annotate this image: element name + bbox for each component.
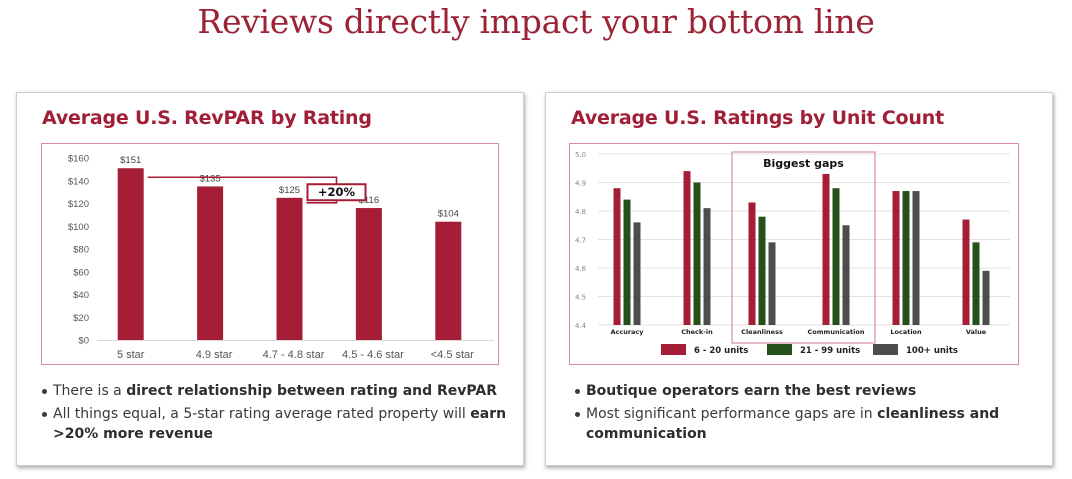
legend-swatch [873, 344, 898, 355]
bar [197, 186, 224, 340]
x-tick-label: <4.5 star [431, 349, 474, 361]
y-tick-label: $0 [78, 336, 89, 347]
data-label: $116 [359, 195, 379, 206]
y-tick-label: $140 [68, 176, 89, 187]
bar [972, 242, 980, 325]
y-tick-label: $120 [68, 199, 89, 210]
revpar-card: Average U.S. RevPAR by Rating $0 $20 $40 $6… [16, 92, 524, 466]
bar [623, 199, 631, 325]
bullet-text: Most significant performance gaps are in [586, 406, 878, 422]
bullet-text: There is a [53, 383, 127, 399]
bar [892, 191, 900, 325]
bar [276, 197, 303, 340]
x-tick-label: Cleanliness [741, 328, 783, 336]
bar [703, 208, 711, 325]
x-tick-label: 4.9 star [196, 349, 233, 361]
bar [912, 191, 920, 325]
y-tick-label: 4.4 [575, 322, 587, 330]
y-tick-label: $60 [73, 267, 89, 278]
bar [683, 171, 691, 325]
bar [117, 168, 144, 340]
y-tick-label: $80 [73, 245, 89, 256]
annotation-box [306, 183, 367, 202]
y-tick-label: 4.6 [575, 265, 587, 273]
bar [693, 182, 701, 325]
highlight-box [731, 151, 876, 344]
y-tick-label: 4.9 [575, 180, 586, 188]
ratings-chart-frame: 4.4 4.5 4.6 4.7 4.8 4.9 5.0 Accuracy Check-in Cle… [569, 143, 1019, 365]
x-tick-label: Location [890, 328, 922, 336]
data-label: $125 [279, 185, 300, 196]
revpar-chart-frame: $0 $20 $40 $60 $80 $100 $120 $140 $160 $151 5 star… [41, 143, 499, 365]
bar [613, 188, 621, 325]
bar [822, 173, 830, 325]
x-tick-label: 5 star [117, 349, 145, 361]
bar [758, 216, 766, 325]
legend-label: 21 - 99 units [800, 346, 860, 356]
x-tick-label: Communication [808, 328, 865, 336]
bullet-bold-text: direct relationship between rating and R… [126, 383, 497, 399]
y-tick-label: $160 [68, 154, 89, 165]
annotation-label: +20% [318, 185, 356, 199]
bar [748, 202, 756, 325]
page-title: Reviews directly impact your bottom line [197, 2, 875, 41]
bar [842, 225, 850, 325]
y-tick-label: 5.0 [575, 151, 586, 159]
y-tick-label: $40 [73, 290, 89, 301]
data-label: $104 [438, 209, 459, 220]
revpar-chart: $0 $20 $40 $60 $80 $100 $120 $140 $160 $151 5 star… [68, 154, 494, 361]
bar [832, 188, 840, 325]
y-tick-label: 4.8 [575, 208, 586, 216]
revpar-card-title: Average U.S. RevPAR by Rating [42, 107, 372, 129]
ratings-card: Average U.S. Ratings by Unit Count 4.4 4.… [545, 92, 1053, 466]
bar [982, 270, 990, 325]
bullet-text: All things equal, a 5-star rating averag… [53, 406, 471, 422]
y-tick-label: $100 [68, 222, 89, 233]
ratings-bullets: Boutique operators earn the best reviews… [574, 381, 1044, 447]
bar [355, 208, 382, 340]
y-tick-label: 4.5 [575, 294, 586, 302]
x-tick-label: 4.7 - 4.8 star [263, 349, 325, 361]
data-label: $151 [120, 155, 141, 166]
y-tick-label: $20 [73, 313, 89, 324]
bar [962, 219, 970, 325]
bar [768, 242, 776, 325]
x-tick-label: Check-in [681, 328, 713, 336]
bullet-bold-text: earn >20% more revenue [53, 406, 507, 442]
x-tick-label: Value [966, 328, 987, 336]
bullet-item: All things equal, a 5-star rating averag… [41, 404, 511, 444]
revpar-bullets: There is a direct relationship between r… [41, 381, 511, 447]
bar [435, 221, 462, 340]
bar [902, 191, 910, 325]
bullet-bold-text: cleanliness and communication [586, 406, 1000, 442]
legend-swatch [661, 344, 686, 355]
legend-label: 6 - 20 units [694, 346, 748, 356]
x-tick-label: Accuracy [610, 328, 644, 336]
legend-label: 100+ units [906, 346, 958, 356]
bullet-item: Most significant performance gaps are in… [574, 404, 1044, 444]
highlight-label: Biggest gaps [763, 157, 844, 170]
ratings-chart: 4.4 4.5 4.6 4.7 4.8 4.9 5.0 Accuracy Check-in Cle… [575, 151, 1010, 356]
data-label: $135 [200, 173, 221, 184]
ratings-card-title: Average U.S. Ratings by Unit Count [571, 107, 944, 129]
legend-swatch [767, 344, 792, 355]
y-tick-label: 4.7 [575, 237, 586, 245]
x-tick-label: 4.5 - 4.6 star [342, 349, 404, 361]
bullet-bold-text: Boutique operators earn the best reviews [586, 383, 917, 399]
bullet-item: Boutique operators earn the best reviews [574, 381, 1044, 401]
bullet-item: There is a direct relationship between r… [41, 381, 511, 401]
bar [633, 222, 641, 325]
